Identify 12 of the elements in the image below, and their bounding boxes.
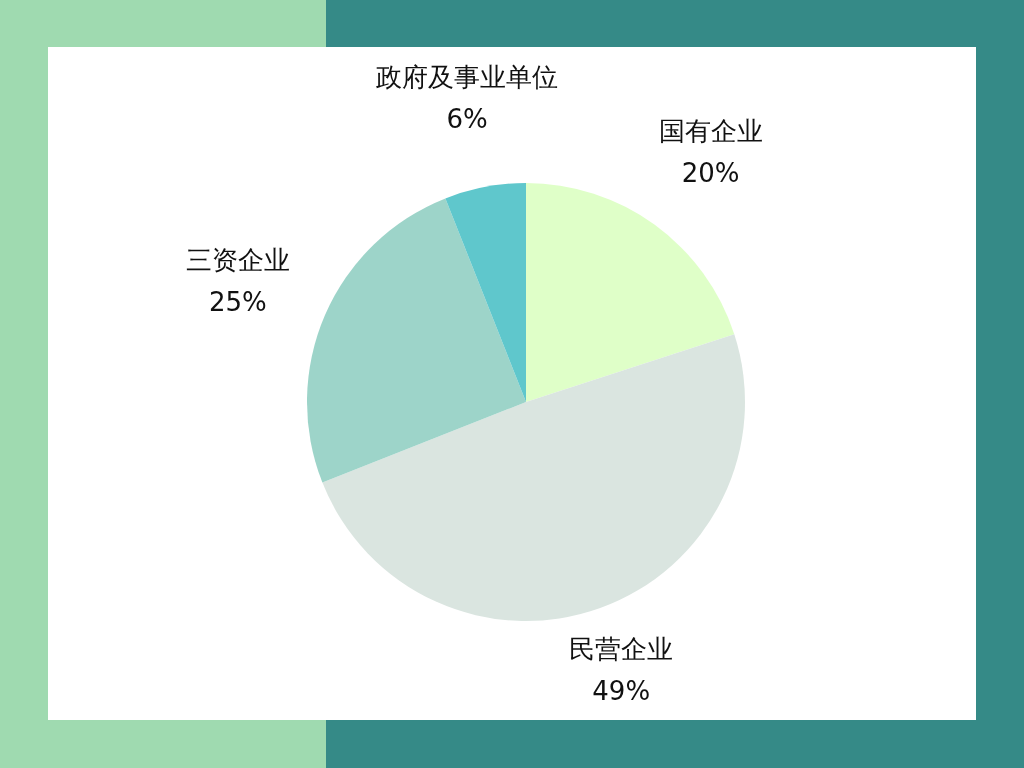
slice-label: 民营企业 — [569, 634, 674, 665]
slice-label: 政府及事业单位 — [376, 61, 559, 92]
pie-slice — [322, 334, 745, 621]
data-label: 6% — [446, 103, 488, 134]
data-label: 49% — [592, 676, 651, 707]
slice-label: 国有企业 — [658, 115, 763, 146]
data-label: 20% — [681, 157, 740, 188]
pie-slice — [445, 183, 526, 402]
slice-label: 三资企业 — [185, 245, 290, 276]
pie-slice — [526, 183, 735, 402]
pie-slice — [307, 198, 526, 483]
data-label: 25% — [208, 287, 267, 318]
